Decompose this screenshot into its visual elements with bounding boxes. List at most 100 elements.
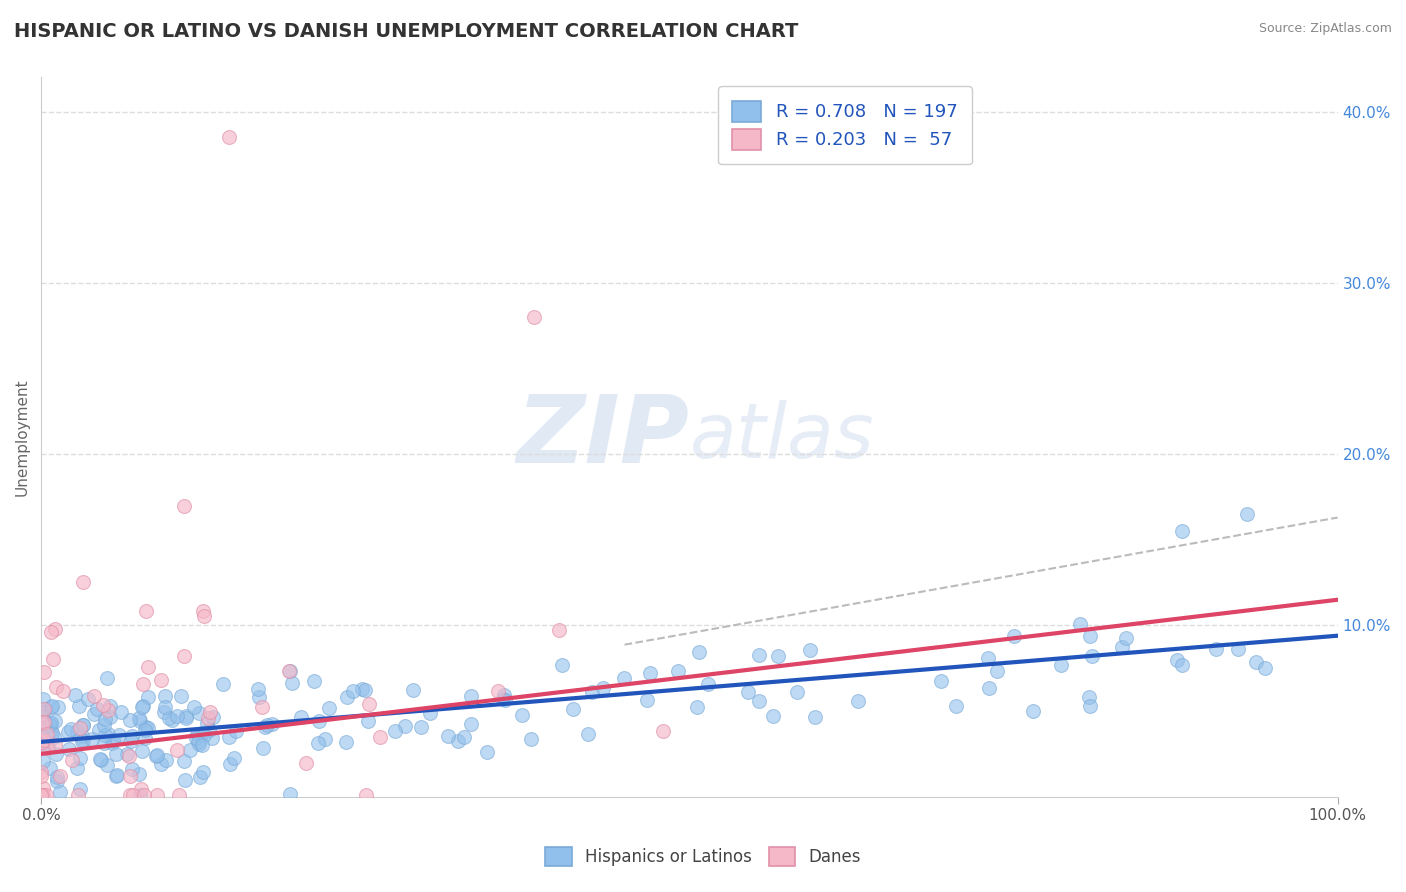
Point	[294, 756, 316, 770]
Point	[453, 730, 475, 744]
Point	[187, 735, 209, 749]
Point	[34, 702, 56, 716]
Point	[173, 754, 195, 768]
Point	[977, 651, 1000, 665]
Point	[290, 710, 312, 724]
Point	[30, 788, 52, 802]
Point	[160, 713, 183, 727]
Point	[69, 722, 91, 736]
Point	[419, 706, 441, 720]
Point	[38, 761, 60, 775]
Point	[46, 699, 69, 714]
Point	[188, 770, 211, 784]
Point	[118, 713, 141, 727]
Point	[83, 706, 105, 721]
Point	[93, 712, 115, 726]
Point	[335, 735, 357, 749]
Point	[197, 711, 219, 725]
Point	[252, 740, 274, 755]
Point	[128, 766, 150, 780]
Point	[986, 664, 1008, 678]
Point	[39, 716, 62, 731]
Point	[1022, 704, 1045, 718]
Point	[45, 747, 67, 762]
Text: ZIP: ZIP	[516, 391, 689, 483]
Point	[30, 709, 52, 723]
Point	[173, 499, 195, 513]
Point	[58, 742, 80, 756]
Text: Source: ZipAtlas.com: Source: ZipAtlas.com	[1258, 22, 1392, 36]
Point	[979, 681, 1001, 695]
Point	[72, 718, 94, 732]
Point	[686, 700, 709, 714]
Point	[576, 727, 599, 741]
Text: HISPANIC OR LATINO VS DANISH UNEMPLOYMENT CORRELATION CHART: HISPANIC OR LATINO VS DANISH UNEMPLOYMEN…	[14, 22, 799, 41]
Point	[1050, 658, 1073, 673]
Point	[198, 723, 221, 738]
Point	[460, 689, 482, 703]
Point	[592, 681, 614, 695]
Point	[66, 761, 89, 775]
Point	[247, 690, 270, 704]
Point	[44, 622, 66, 636]
Point	[188, 706, 211, 721]
Point	[201, 731, 224, 745]
Point	[104, 747, 127, 761]
Point	[278, 665, 301, 679]
Point	[30, 768, 52, 782]
Point	[44, 739, 66, 753]
Point	[34, 734, 56, 748]
Point	[561, 702, 583, 716]
Point	[129, 788, 152, 802]
Point	[336, 690, 359, 705]
Point	[122, 788, 145, 802]
Point	[246, 681, 269, 696]
Point	[846, 694, 869, 708]
Point	[280, 665, 302, 679]
Point	[149, 673, 172, 687]
Point	[30, 726, 52, 740]
Point	[52, 684, 75, 698]
Point	[44, 714, 66, 729]
Point	[581, 685, 603, 699]
Point	[67, 699, 90, 714]
Point	[134, 723, 156, 737]
Point	[170, 690, 193, 704]
Point	[117, 749, 139, 764]
Point	[167, 788, 190, 802]
Point	[173, 772, 195, 787]
Point	[166, 742, 188, 756]
Point	[668, 664, 690, 678]
Legend: Hispanics or Latinos, Danes: Hispanics or Latinos, Danes	[537, 838, 869, 875]
Point	[225, 724, 247, 739]
Point	[307, 736, 329, 750]
Point	[90, 753, 112, 767]
Point	[96, 727, 118, 741]
Point	[31, 788, 53, 802]
Point	[354, 788, 377, 802]
Point	[409, 720, 432, 734]
Point	[1081, 649, 1104, 664]
Point	[152, 705, 174, 719]
Point	[342, 684, 364, 698]
Point	[1115, 632, 1137, 646]
Point	[39, 716, 62, 731]
Point	[173, 648, 195, 663]
Point	[70, 729, 93, 743]
Point	[368, 731, 391, 745]
Point	[1002, 629, 1025, 643]
Point	[32, 788, 55, 802]
Point	[35, 740, 58, 755]
Point	[31, 716, 53, 731]
Point	[304, 673, 326, 688]
Point	[91, 698, 114, 712]
Point	[31, 735, 53, 749]
Point	[153, 690, 176, 704]
Point	[314, 731, 336, 746]
Point	[131, 744, 153, 758]
Point	[37, 740, 59, 755]
Point	[174, 709, 197, 723]
Point	[737, 685, 759, 699]
Point	[35, 739, 58, 753]
Point	[150, 756, 173, 771]
